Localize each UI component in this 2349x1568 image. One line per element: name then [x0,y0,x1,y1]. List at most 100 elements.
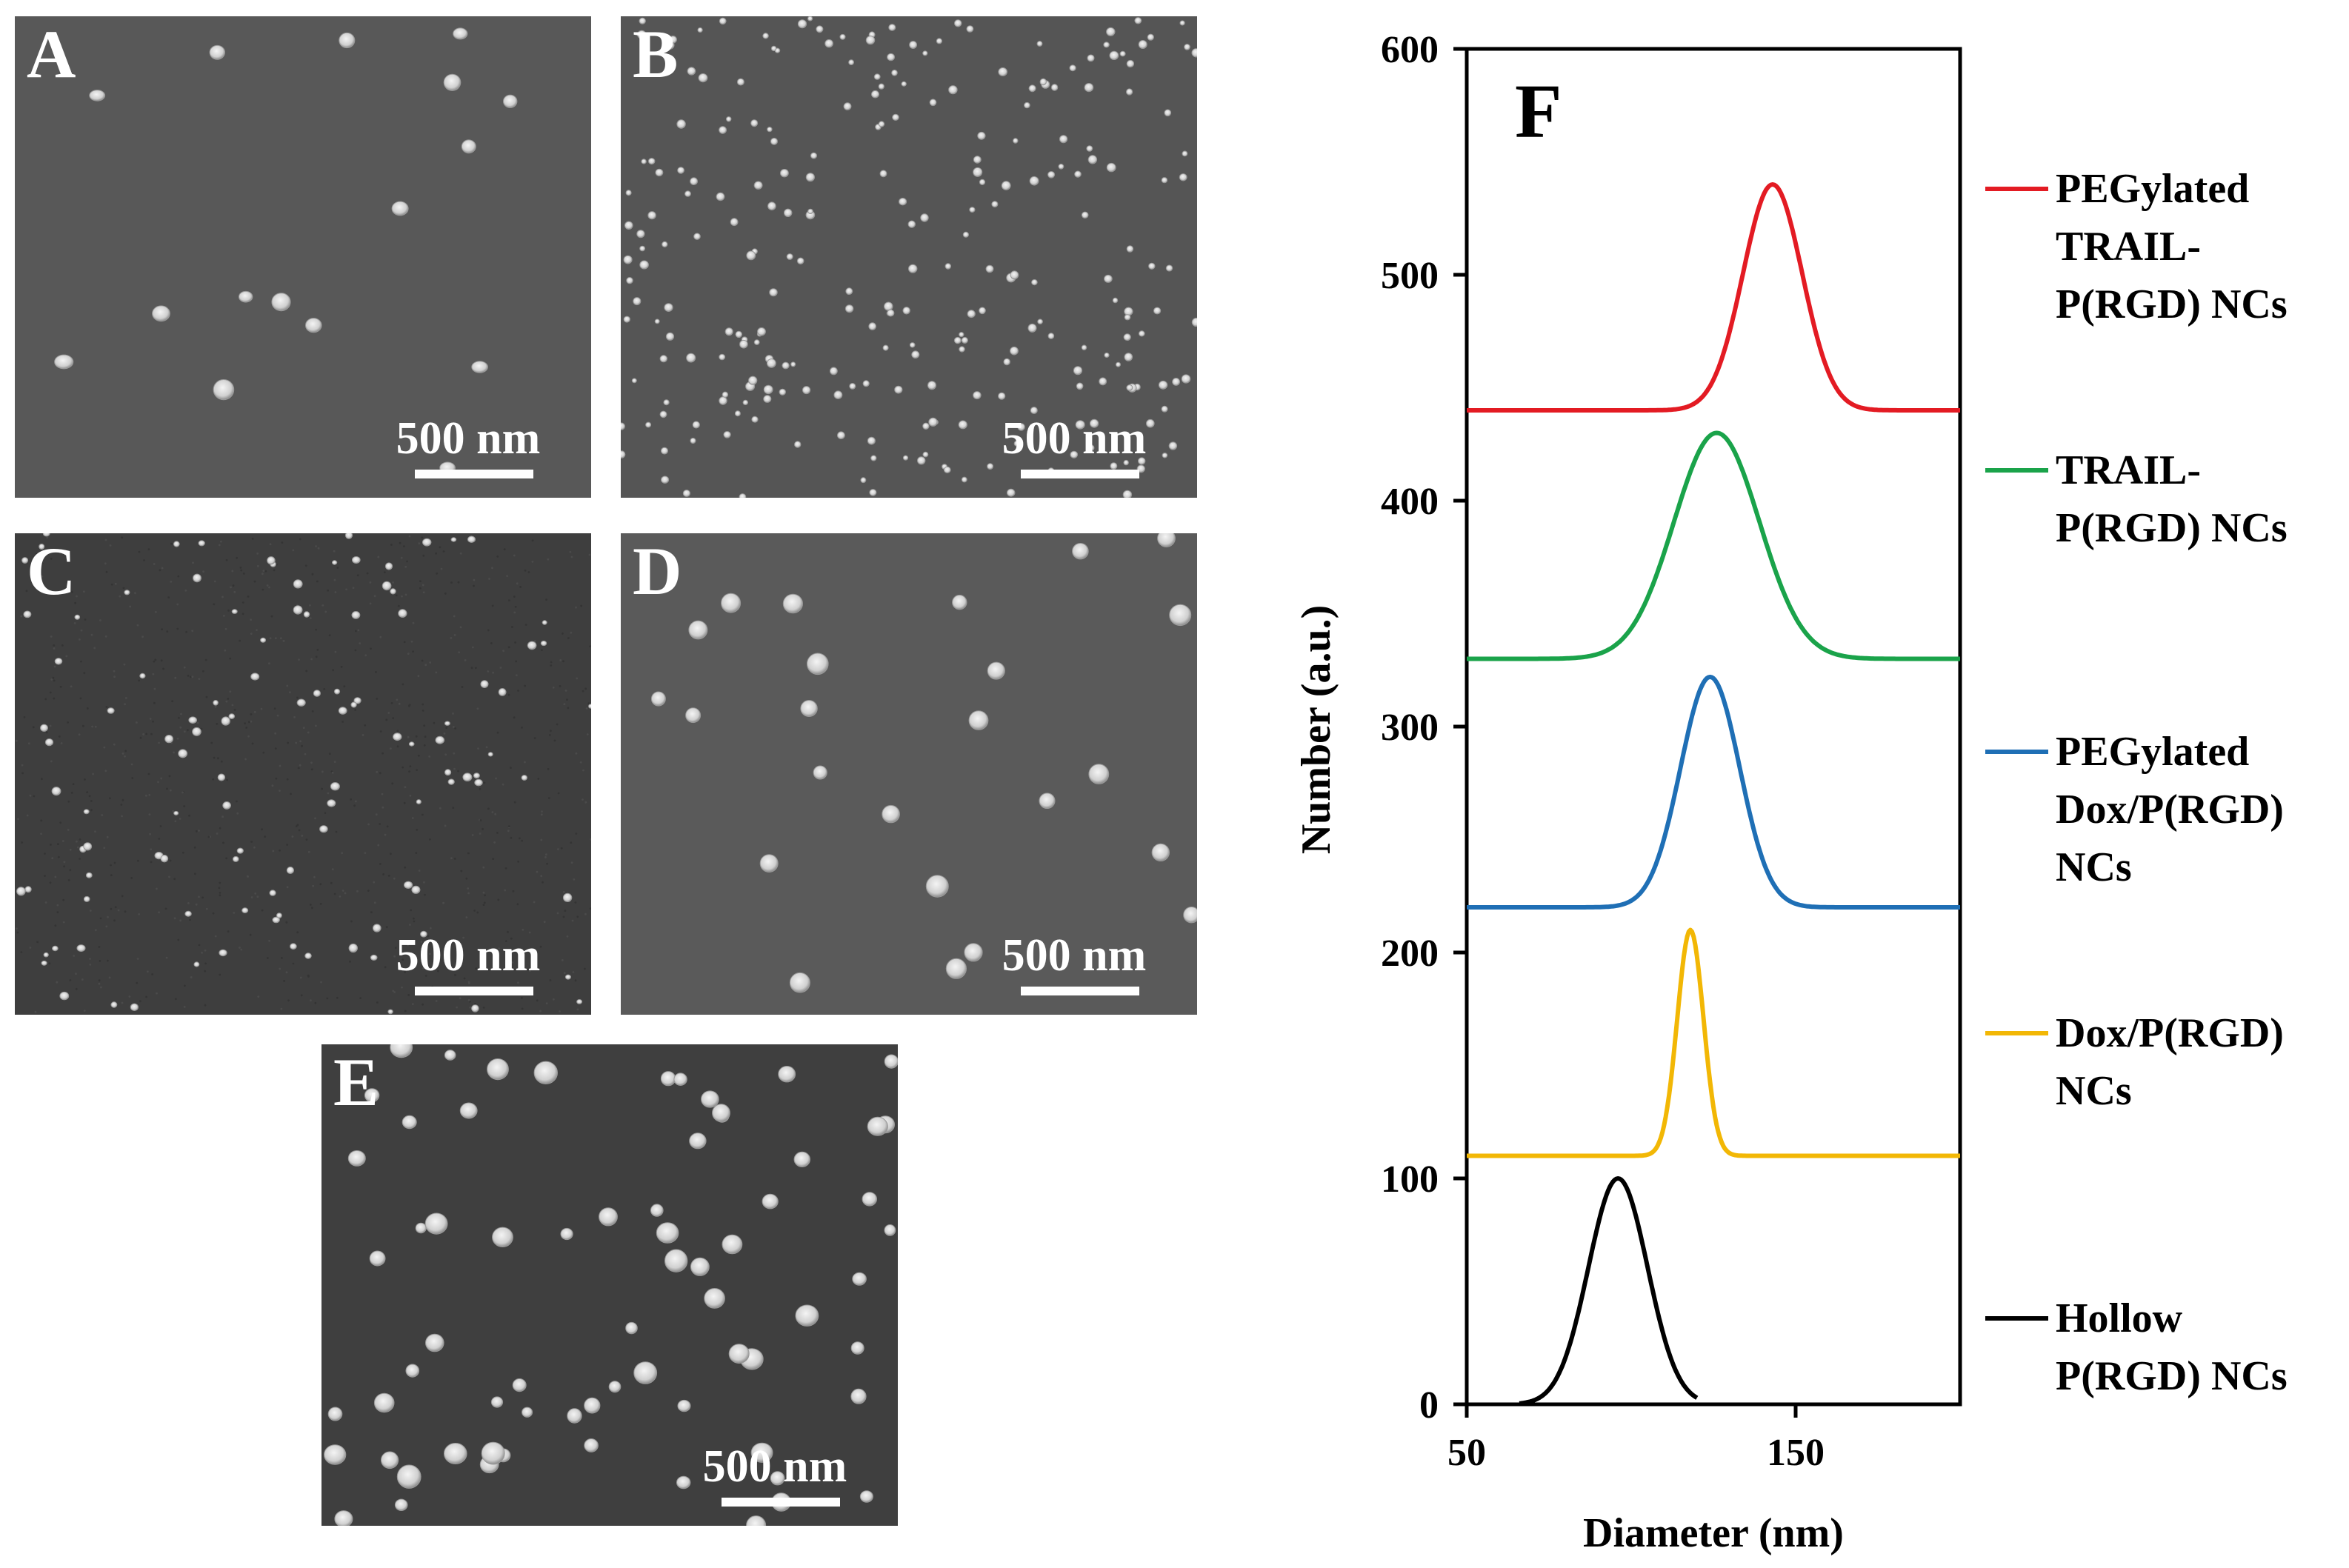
nanocapsule [1172,378,1180,386]
sem-texture [315,655,318,658]
nanocapsule [734,410,741,417]
sem-texture [287,999,290,1002]
y-tick-label: 300 [1381,707,1439,749]
nanocapsule [945,958,967,979]
sem-texture [473,910,476,912]
nanocapsule [1050,84,1059,91]
nanocapsule [24,886,32,893]
sem-texture [427,935,430,938]
nanocapsule [663,399,670,406]
sem-texture [590,838,591,841]
sem-texture [153,687,156,690]
sem-texture [229,690,232,693]
nanocapsule [661,476,670,484]
sem-texture [513,554,516,557]
sem-texture [29,794,32,797]
sem-texture [381,806,384,809]
sem-texture [195,830,198,833]
nanocapsule [1183,907,1197,924]
nanocapsule [1134,17,1142,24]
nanocapsule [1157,533,1176,547]
sem-texture [379,772,381,775]
sem-texture [505,955,508,957]
nanocapsule [184,910,192,917]
nanocapsule [677,167,684,174]
sem-texture [510,937,513,940]
nanocapsule [862,380,870,387]
sem-texture [295,741,298,744]
sem-texture [475,967,478,970]
nanocapsule [961,336,968,344]
sem-texture [279,849,281,852]
sem-texture [256,552,259,555]
sem-texture [456,1006,458,1009]
sem-texture [21,841,24,844]
sem-texture [488,578,490,580]
sem-texture [78,733,81,736]
sem-texture [467,887,470,890]
nanocapsule [425,1333,444,1352]
nanocapsule [424,1212,448,1235]
nanocapsule [753,339,760,345]
sem-texture [537,778,540,780]
sem-texture [366,572,369,575]
sem-texture [512,890,515,893]
sem-texture [364,724,367,727]
sem-texture [314,817,316,820]
nanocapsule [498,688,507,696]
sem-texture [442,550,445,553]
nanocapsule [1007,488,1016,497]
sem-texture [429,661,432,664]
nanocapsule [1037,318,1043,324]
nanocapsule [637,30,647,39]
sem-texture [16,927,18,930]
nanocapsule [1106,27,1116,36]
sem-texture [545,598,547,601]
nanocapsule [85,872,93,878]
sem-texture [220,760,223,763]
sem-texture [314,1001,317,1004]
sem-texture [377,556,380,558]
nanocapsule [654,318,660,324]
sem-texture [422,710,424,712]
sem-texture [268,939,270,942]
sem-texture [245,727,248,729]
sem-texture [379,635,382,638]
sem-texture [309,604,311,607]
nanocapsule [512,1378,527,1392]
sem-texture [181,791,184,794]
sem-texture [53,679,56,682]
nanocapsule [865,36,876,45]
nanocapsule [1126,384,1133,391]
nanocapsule [778,1066,796,1083]
sem-texture [256,564,259,567]
y-tick-label: 500 [1381,255,1439,297]
sem-texture [367,823,370,826]
sem-texture [302,727,305,730]
sem-texture [161,628,164,630]
sem-texture [154,658,157,661]
nanocapsule [712,1104,730,1122]
nanocapsule [1164,109,1172,117]
sem-texture [89,958,91,960]
sem-texture [103,847,106,850]
sem-texture [61,644,64,647]
sem-texture [94,929,97,932]
nanocapsule [387,1009,393,1015]
nanocapsule [659,410,667,418]
nanocapsule [1086,145,1093,152]
sem-texture [62,921,65,924]
sem-texture [276,714,279,717]
sem-texture [545,1002,548,1005]
nanocapsule [690,438,696,444]
sem-texture [183,666,186,669]
sem-texture [564,910,567,912]
sem-texture [44,901,47,904]
sem-texture [385,718,388,721]
sem-texture [292,549,295,552]
nanocapsule [330,782,340,791]
sem-texture [151,973,154,975]
y-tick-label: 0 [1419,1384,1439,1427]
nanocapsule [276,913,282,918]
sem-texture [105,925,108,928]
